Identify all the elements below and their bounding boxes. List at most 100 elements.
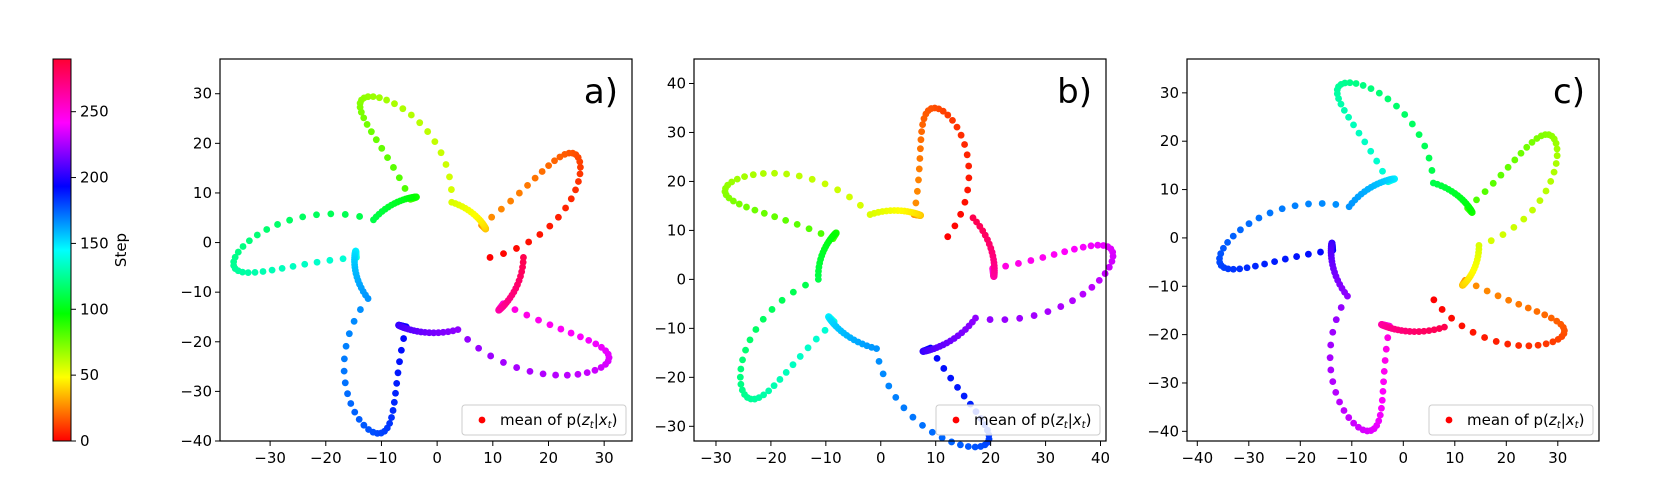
data-point [551,157,558,165]
x-tick-label: −20 [755,449,787,467]
data-point [392,389,399,397]
data-point [1224,238,1231,246]
data-point [802,281,809,289]
data-point [299,213,307,221]
data-point [577,163,584,171]
data-point [1523,143,1531,151]
data-point [1415,131,1423,139]
data-point [1438,306,1446,313]
data-point [1243,264,1251,272]
data-point [1421,142,1429,150]
data-point [1379,388,1387,395]
data-point [1504,340,1512,348]
data-point [313,211,320,219]
data-point [866,211,874,218]
colorbar-gradient [52,58,72,442]
data-point [384,154,391,162]
data-point [251,268,259,276]
data-point [448,186,455,193]
data-point [1375,417,1383,425]
scatter-panel-a: −30 −20 −10 0 10 20 30 −40 −30 −20 −10 0 10 20 30 a) mea… [180,58,633,467]
data-point [1534,341,1542,349]
data-point [345,330,353,338]
data-point [342,342,350,350]
data-point [916,145,924,153]
data-point [515,189,523,197]
data-point [556,153,564,161]
data-point [1381,357,1389,364]
data-point [1541,311,1549,319]
data-point [1475,242,1483,249]
axes-frame [219,58,633,442]
data-point [1304,250,1312,258]
data-point [961,198,969,206]
data-point [730,197,737,205]
data-point [796,353,804,360]
data-point [1497,171,1505,179]
data-point [1533,135,1541,142]
data-point [778,296,786,304]
data-point [782,216,790,224]
legend-box [1428,404,1594,436]
data-point [965,174,973,182]
x-tick-label: −30 [700,449,732,467]
data-point [1001,316,1009,324]
data-point [1448,314,1455,322]
data-point [327,210,335,218]
plot-area [1187,59,1599,441]
data-point [1504,163,1512,171]
data-point [776,376,784,383]
data-point [789,288,797,296]
colorbar-tick-label: 100 [80,300,109,318]
data-point [401,185,409,192]
data-point [585,337,593,344]
data-point [916,155,924,162]
y-tick-label: −10 [1147,277,1179,295]
data-point [1481,334,1488,341]
data-point [592,340,600,348]
data-point [1002,262,1010,270]
data-point [1520,215,1528,223]
data-point [1472,282,1480,290]
data-point [1345,203,1353,211]
data-point [557,325,565,333]
data-point [350,317,358,325]
data-point [341,211,349,218]
data-point [1542,340,1550,348]
data-point [751,206,759,214]
y-tick-label: 40 [667,74,686,92]
data-point [782,369,790,376]
data-point [1327,341,1335,349]
data-point [940,365,948,372]
legend-label: mean of p(zt|xt) [1467,411,1584,431]
data-point [1380,367,1388,375]
y-tick-label: −40 [180,432,212,450]
axes-frame [1186,58,1600,442]
data-point [475,344,483,352]
data-point [1425,154,1433,162]
data-point [1517,149,1525,157]
data-point [741,173,748,181]
data-point [1469,328,1477,336]
data-point [1039,254,1047,261]
data-point [737,365,745,373]
data-point [1050,251,1058,258]
data-point [394,369,402,377]
data-point [259,268,267,275]
data-point [1318,200,1326,207]
y-tick-label: 0 [202,234,212,252]
data-point [519,258,527,266]
data-point [1378,396,1386,404]
data-point [1332,201,1340,208]
data-point [488,213,496,221]
y-tick-label: −30 [1147,374,1179,392]
data-point [1499,231,1507,239]
data-point [1255,214,1263,222]
data-point [1281,255,1289,263]
data-point [583,369,591,377]
data-point [563,371,571,379]
data-point [912,199,920,207]
data-point [286,216,294,224]
data-point [598,343,605,351]
x-tick-label: 20 [981,449,1000,467]
